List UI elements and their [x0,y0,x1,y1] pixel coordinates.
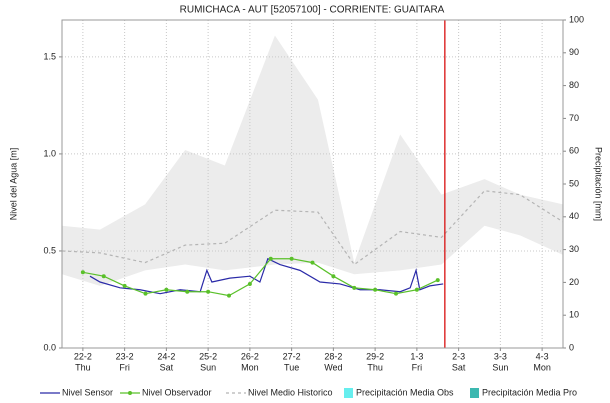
series-marker [143,291,148,296]
x-tick-label: 25-2 [199,351,217,361]
x-tick-label: 27-2 [283,351,301,361]
x-tick-day: Fri [412,362,423,372]
series-marker [310,260,315,265]
chart-title: RUMICHACA - AUT [52057100] - CORRIENTE: … [180,5,445,16]
x-tick-day: Wed [324,362,342,372]
series-marker [289,256,294,261]
y2-tick-label: 0 [569,342,574,352]
y2-tick-label: 90 [569,47,579,57]
series-marker [247,281,252,286]
x-tick-label: 23-2 [116,351,134,361]
series-line [82,258,439,297]
y2-tick-label: 30 [569,244,579,254]
x-tick-day: Mon [533,362,551,372]
legend-label: Nivel Observador [142,387,212,397]
series-marker [373,287,378,292]
series-marker [164,287,169,292]
series-marker [185,289,190,294]
y2-tick-label: 60 [569,146,579,156]
legend-label: Precipitación Media Pro [482,387,577,397]
series-line [89,257,444,295]
x-tick-day: Tue [284,362,299,372]
series-marker [414,287,419,292]
series-marker [394,291,398,296]
x-tick-label: 1-3 [410,351,423,361]
legend-label: Nivel Medio Historico [248,387,333,397]
series-marker [80,270,85,275]
x-tick-label: 24-2 [157,351,175,361]
series-marker [122,283,127,288]
x-tick-day: Sat [160,362,174,372]
y2-tick-label: 10 [569,310,579,320]
series-line [61,190,564,266]
x-tick-label: 22-2 [74,351,92,361]
y2-tick-label: 70 [569,113,579,123]
y-axis-label: Nivel del Agua [m] [8,148,18,221]
legend-swatch [470,388,479,398]
y2-tick-label: 100 [569,14,584,24]
x-tick-label: 26-2 [241,351,259,361]
series-marker [352,285,357,290]
x-tick-day: Sun [492,362,508,372]
x-tick-day: Fri [119,362,130,372]
x-tick-label: 28-2 [324,351,342,361]
y2-axis-label: Precipitación [mm] [594,147,604,221]
y2-tick-label: 40 [569,211,579,221]
y-tick-label: 1.5 [43,51,56,61]
legend-swatch [344,388,353,398]
series-marker [268,256,273,261]
y2-tick-label: 50 [569,178,579,188]
series-marker [435,278,440,283]
x-tick-day: Mon [241,362,259,372]
legend-label: Precipitación Media Obs [356,387,454,397]
y-tick-label: 0.5 [43,245,56,255]
x-tick-day: Sun [200,362,216,372]
plot-frame [61,19,564,349]
x-tick-day: Thu [367,362,383,372]
historic-band [62,35,563,286]
legend-label: Nivel Sensor [62,387,113,397]
legend-marker [128,391,132,395]
series-marker [206,289,211,294]
x-tick-label: 3-3 [494,351,507,361]
series-marker [331,274,336,279]
y-tick-label: 0.0 [43,342,56,352]
series-marker [101,274,106,279]
x-tick-label: 2-3 [452,351,465,361]
x-tick-label: 4-3 [536,351,549,361]
y-tick-label: 1.0 [43,148,56,158]
series-marker [227,293,231,298]
x-tick-label: 29-2 [366,351,384,361]
y2-tick-label: 20 [569,277,579,287]
x-tick-day: Sat [452,362,466,372]
x-tick-day: Thu [75,362,91,372]
y2-tick-label: 80 [569,80,579,90]
